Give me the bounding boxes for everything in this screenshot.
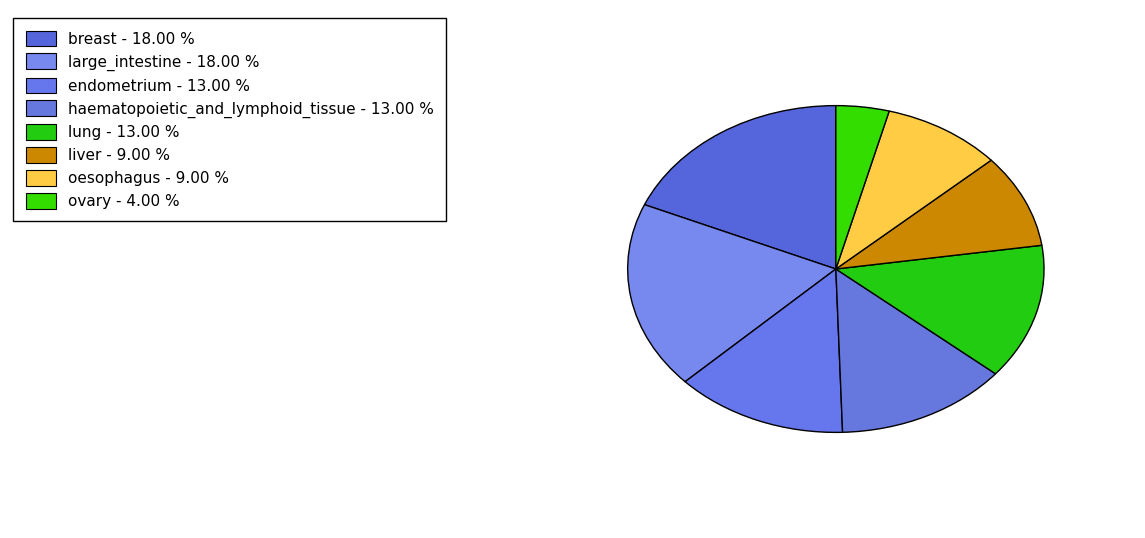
Wedge shape: [836, 245, 1044, 374]
Wedge shape: [836, 269, 995, 433]
Wedge shape: [685, 269, 843, 433]
Wedge shape: [627, 204, 836, 381]
Legend: breast - 18.00 %, large_intestine - 18.00 %, endometrium - 13.00 %, haematopoiet: breast - 18.00 %, large_intestine - 18.0…: [14, 18, 447, 221]
Wedge shape: [836, 111, 992, 269]
Wedge shape: [836, 160, 1042, 269]
Wedge shape: [836, 105, 890, 269]
Wedge shape: [645, 105, 836, 269]
